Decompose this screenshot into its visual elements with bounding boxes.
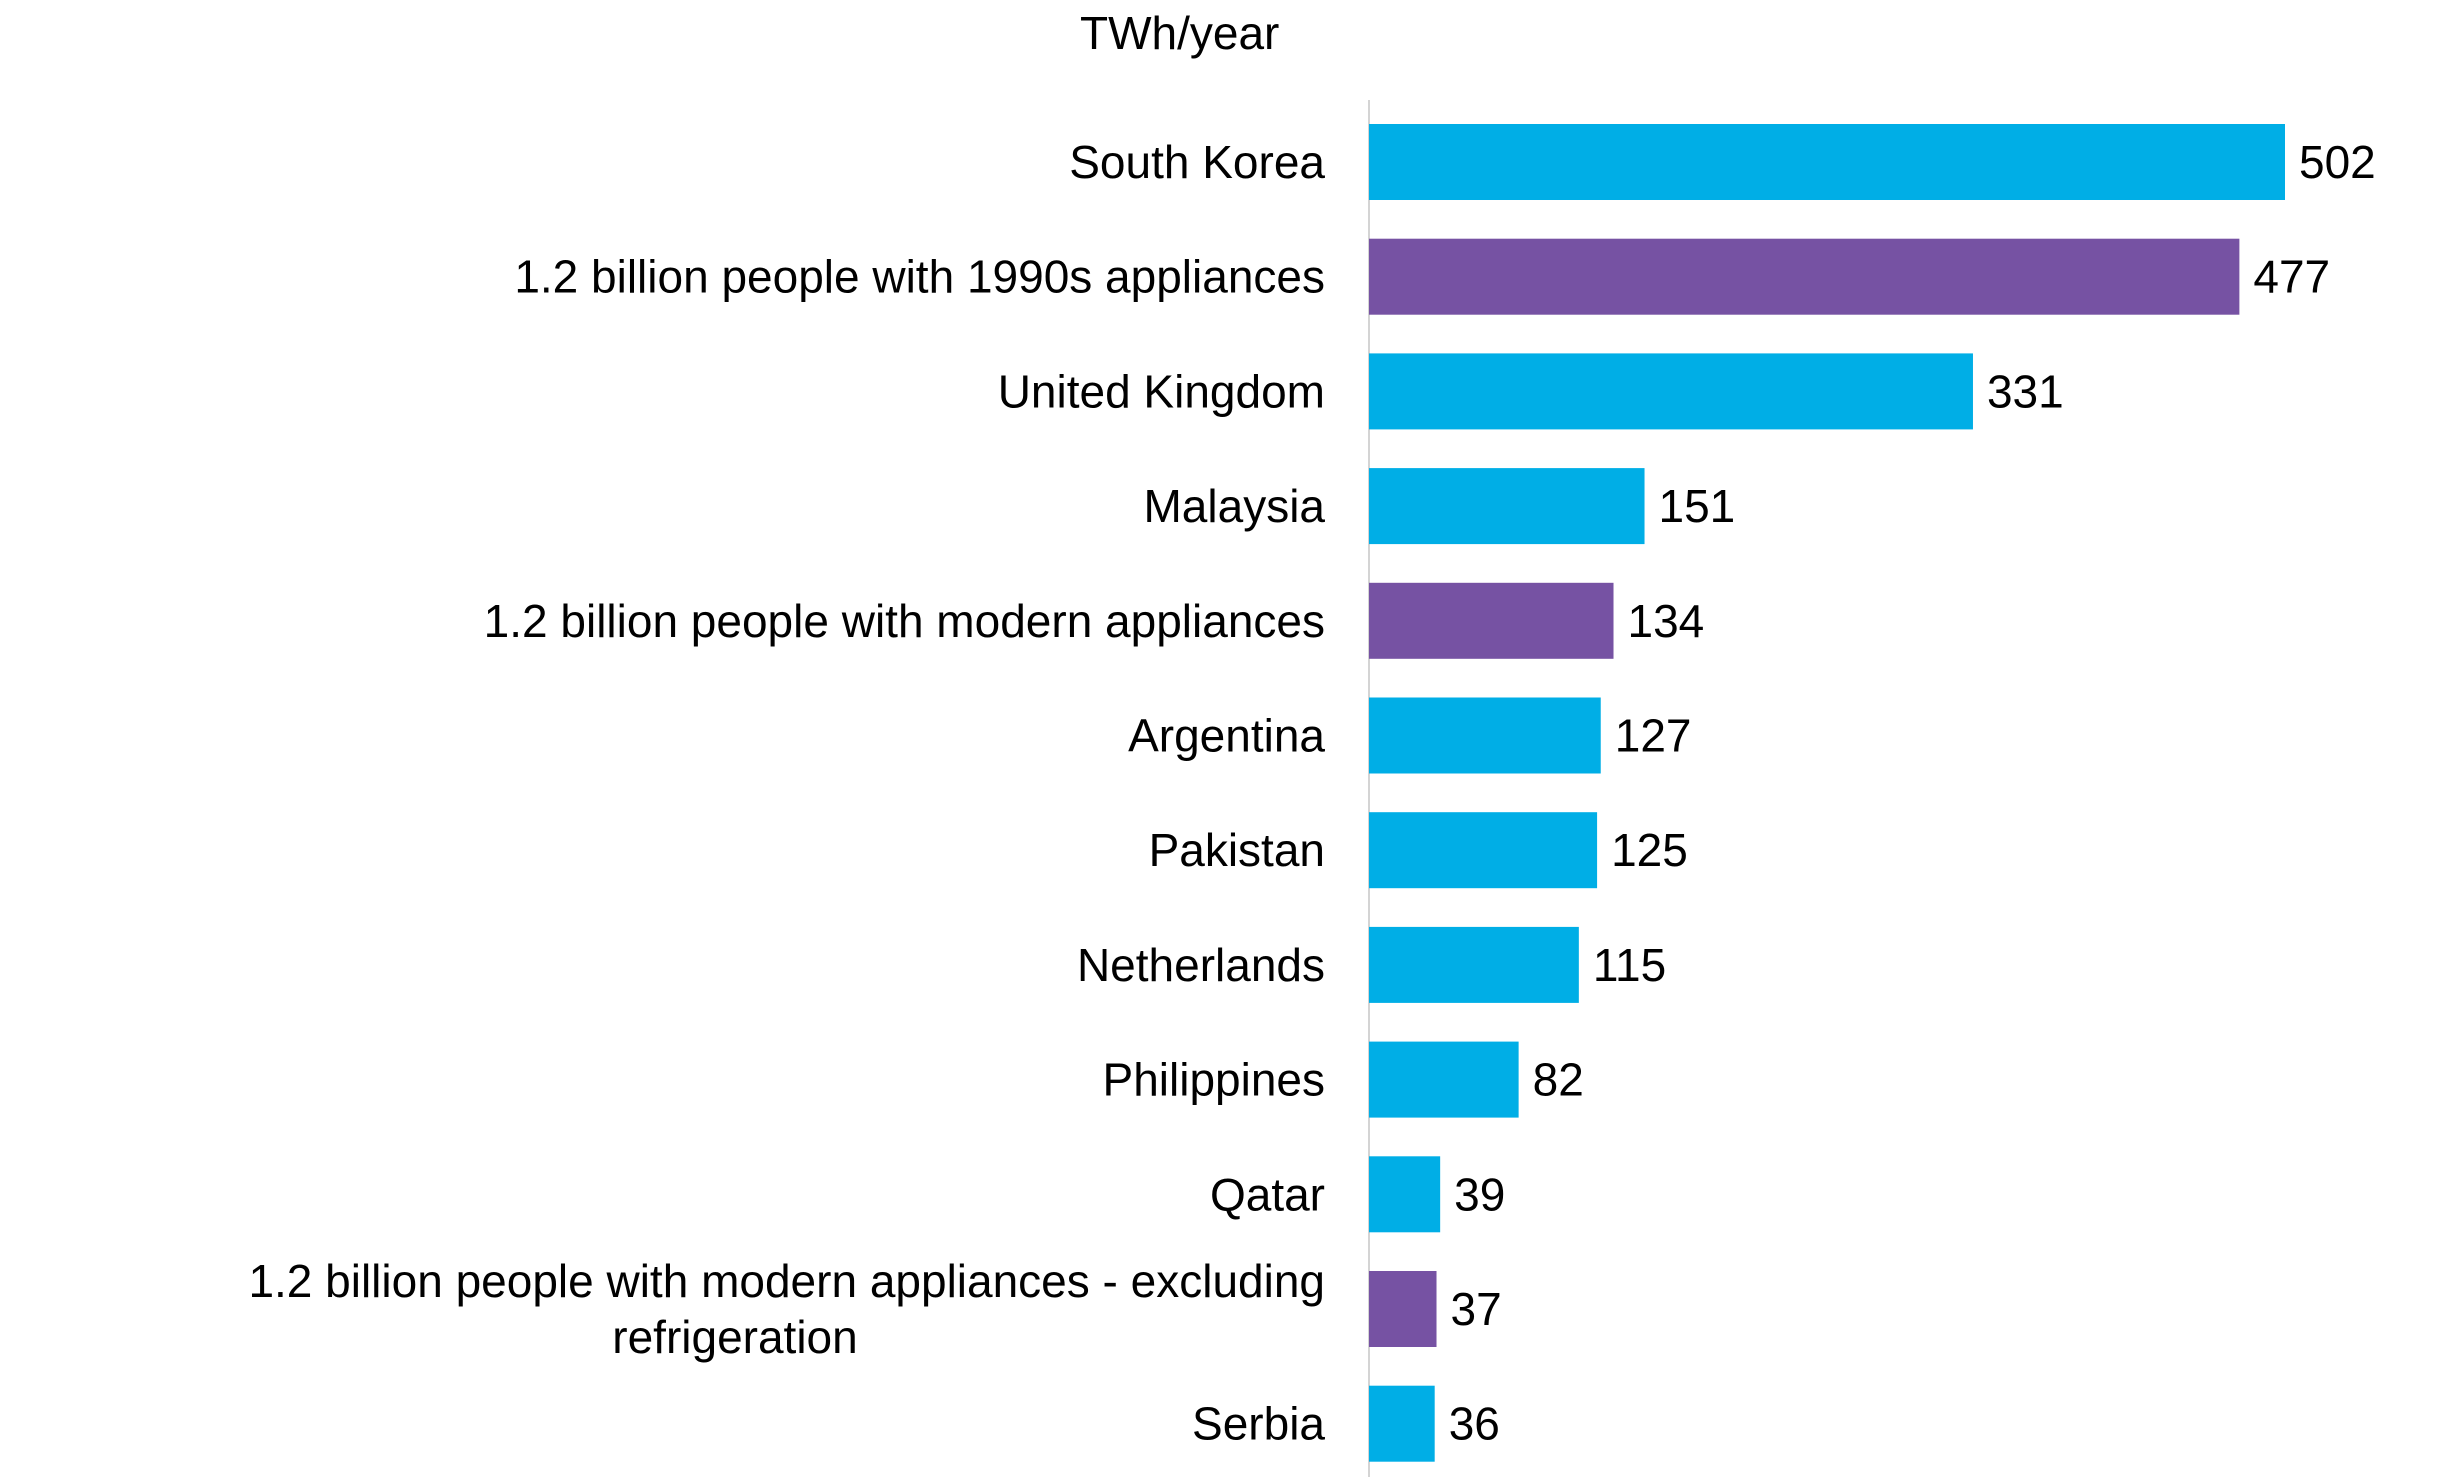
bar-4 (1369, 582, 1614, 659)
value-label-8: 82 (1533, 1054, 1584, 1106)
bar-2 (1369, 353, 1973, 430)
bar-10 (1369, 1271, 1437, 1347)
bar-0 (1369, 124, 2285, 200)
value-label-4: 134 (1628, 595, 1705, 647)
value-label-5: 127 (1615, 710, 1692, 762)
category-label-8: Philippines (1103, 1054, 1325, 1106)
bar-1 (1369, 238, 2240, 315)
category-label-1: 1.2 billion people with 1990s appliances (514, 251, 1325, 303)
category-label-0: South Korea (1069, 136, 1325, 188)
bar-11 (1369, 1385, 1435, 1462)
value-label-3: 151 (1659, 480, 1736, 532)
bar-9 (1369, 1156, 1441, 1233)
category-label-6: Pakistan (1149, 824, 1325, 876)
value-label-11: 36 (1449, 1398, 1500, 1450)
value-label-9: 39 (1454, 1168, 1505, 1220)
bar-5 (1369, 697, 1601, 774)
category-label-10: 1.2 billion people with modern appliance… (248, 1255, 1325, 1363)
bar-3 (1369, 468, 1645, 545)
category-label-9: Qatar (1210, 1168, 1325, 1220)
bar-7 (1369, 926, 1579, 1003)
value-label-7: 115 (1593, 939, 1666, 991)
category-label-11: Serbia (1192, 1398, 1325, 1450)
value-label-10: 37 (1451, 1283, 1502, 1335)
value-label-2: 331 (1987, 365, 2064, 417)
category-label-5: Argentina (1128, 710, 1325, 762)
value-label-0: 502 (2299, 136, 2376, 188)
category-label-7: Netherlands (1077, 939, 1325, 991)
bar-6 (1369, 812, 1598, 889)
category-label-2: United Kingdom (998, 365, 1325, 417)
category-label-4: 1.2 billion people with modern appliance… (484, 595, 1325, 647)
unit-label: TWh/year (1080, 7, 1280, 59)
category-label-3: Malaysia (1143, 480, 1325, 532)
value-label-1: 477 (2253, 251, 2330, 303)
value-label-6: 125 (1611, 824, 1688, 876)
bar-8 (1369, 1041, 1519, 1118)
